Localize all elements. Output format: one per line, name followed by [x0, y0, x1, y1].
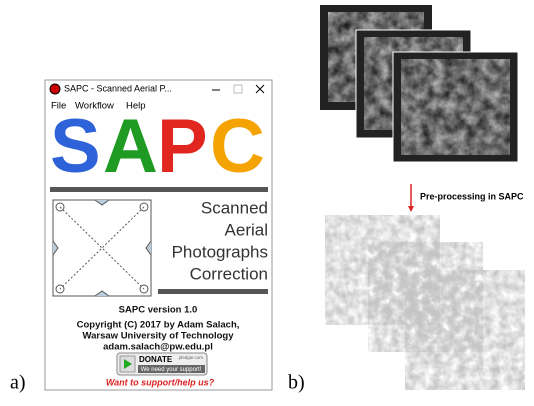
copyright-line: adam.salach@pw.edu.pl — [103, 342, 213, 353]
corrected-photo — [404, 269, 526, 391]
side-text: Scanned — [201, 198, 268, 217]
window-frame — [44, 79, 273, 391]
donate-site: pledgie.com — [179, 355, 204, 360]
panel-label: a) — [10, 372, 26, 394]
logo-letter: C — [210, 104, 265, 189]
support-link[interactable]: Want to support/help us? — [106, 377, 215, 387]
panel-label: b) — [288, 372, 305, 394]
divider — [158, 289, 268, 294]
photo-content — [401, 59, 510, 155]
app-window: SAPC - Scanned Aerial P... File Workflow… — [44, 79, 273, 391]
donate-button[interactable]: DONATE pledgie.com We need your support! — [116, 352, 208, 376]
version: SAPC version 1.0 — [119, 305, 198, 316]
close-button[interactable] — [255, 84, 265, 94]
arrow-head — [408, 206, 414, 212]
copyright-line: Copyright (C) 2017 by Adam Salach, — [77, 320, 240, 331]
menu-item[interactable]: File — [51, 101, 66, 112]
window-title: SAPC - Scanned Aerial P... — [64, 83, 172, 93]
side-text: Photographs — [172, 242, 268, 261]
raw-photo-stack — [320, 5, 519, 163]
logo-letter: S — [50, 104, 101, 189]
side-text: Aerial — [225, 220, 268, 239]
menu-item[interactable]: Help — [126, 101, 146, 112]
menu-item[interactable]: Workflow — [75, 101, 114, 112]
logo-letter: P — [157, 104, 208, 189]
divider — [50, 187, 268, 192]
frame-diagram — [52, 199, 152, 297]
app-icon — [49, 83, 61, 95]
copyright-line: Warsaw University of Technology — [83, 331, 235, 342]
maximize-button[interactable] — [233, 84, 243, 94]
logo-letter: A — [103, 104, 158, 189]
donate-label: DONATE — [139, 355, 173, 364]
arrow-label: Pre-processing in SAPC — [420, 191, 524, 201]
corrected-photo-stack — [324, 214, 526, 391]
donate-sub: We need your support! — [141, 367, 202, 373]
side-text: Correction — [190, 264, 268, 283]
